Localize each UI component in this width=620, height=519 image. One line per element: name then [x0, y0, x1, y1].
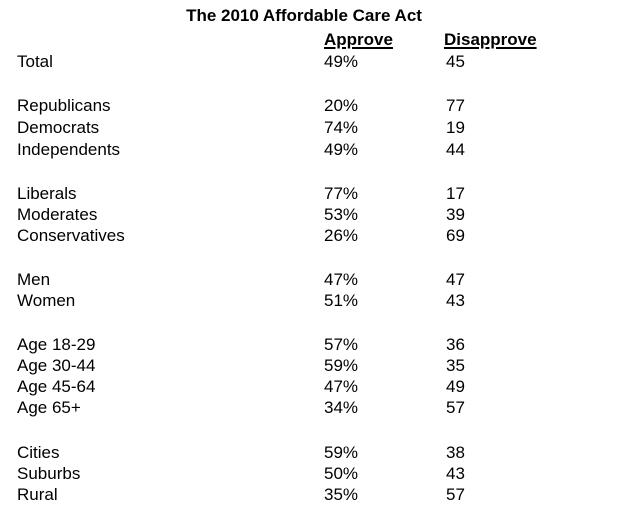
table-row-age-65-plus: Age 65+ 34% 57 [0, 397, 620, 419]
approve-value: 34% [324, 398, 359, 417]
row-label: Republicans [17, 96, 111, 115]
row-label: Suburbs [17, 464, 81, 483]
table-row-rural: Rural 35% 57 [0, 484, 620, 506]
approve-value: 20% [324, 96, 359, 115]
approve-value: 51% [324, 291, 359, 310]
table-row-liberals: Liberals 77% 17 [0, 183, 620, 205]
row-label: Age 18-29 [17, 335, 96, 354]
approve-value: 47% [324, 270, 359, 289]
disapprove-value: 38 [446, 443, 465, 462]
table-title-text: The 2010 Affordable Care Act [186, 6, 422, 25]
disapprove-value: 39 [446, 205, 465, 224]
column-header-disapprove: Disapprove [444, 30, 537, 49]
approve-value: 77% [324, 184, 359, 203]
table-row-republicans: Republicans 20% 77 [0, 95, 620, 117]
table-row-independents: Independents 49% 44 [0, 139, 620, 161]
approve-value: 74% [324, 118, 359, 137]
table-row-democrats: Democrats 74% 19 [0, 117, 620, 139]
approve-value: 50% [324, 464, 359, 483]
row-label: Age 45-64 [17, 377, 96, 396]
table-title: The 2010 Affordable Care Act [0, 6, 620, 26]
row-label: Rural [17, 485, 58, 504]
table-row-total: Total 49% 45 [0, 51, 620, 73]
approve-value: 53% [324, 205, 359, 224]
table-row-age-18-29: Age 18-29 57% 36 [0, 334, 620, 356]
approve-value: 49% [324, 52, 359, 71]
disapprove-value: 44 [446, 140, 465, 159]
disapprove-value: 49 [446, 377, 465, 396]
row-label: Democrats [17, 118, 100, 137]
column-header-approve: Approve [324, 30, 393, 49]
table-row-age-45-64: Age 45-64 47% 49 [0, 376, 620, 398]
disapprove-value: 17 [446, 184, 465, 203]
disapprove-value: 43 [446, 464, 465, 483]
approve-value: 57% [324, 335, 359, 354]
table-row-suburbs: Suburbs 50% 43 [0, 463, 620, 485]
disapprove-value: 57 [446, 485, 465, 504]
row-label: Total [17, 52, 53, 71]
row-label: Independents [17, 140, 121, 159]
row-label: Age 65+ [17, 398, 81, 417]
disapprove-value: 57 [446, 398, 465, 417]
row-label: Men [17, 270, 51, 289]
disapprove-value: 43 [446, 291, 465, 310]
row-label: Liberals [17, 184, 77, 203]
table-row-moderates: Moderates 53% 39 [0, 204, 620, 226]
approve-value: 47% [324, 377, 359, 396]
disapprove-value: 19 [446, 118, 465, 137]
row-label: Women [17, 291, 76, 310]
approve-value: 35% [324, 485, 359, 504]
row-label: Conservatives [17, 226, 125, 245]
approve-value: 49% [324, 140, 359, 159]
row-label: Moderates [17, 205, 98, 224]
disapprove-value: 45 [446, 52, 465, 71]
disapprove-value: 77 [446, 96, 465, 115]
approve-value: 59% [324, 443, 359, 462]
approve-value: 26% [324, 226, 359, 245]
approve-value: 59% [324, 356, 359, 375]
disapprove-value: 36 [446, 335, 465, 354]
disapprove-value: 35 [446, 356, 465, 375]
row-label: Age 30-44 [17, 356, 96, 375]
disapprove-value: 69 [446, 226, 465, 245]
table-row-conservatives: Conservatives 26% 69 [0, 225, 620, 247]
disapprove-value: 47 [446, 270, 465, 289]
table-row-cities: Cities 59% 38 [0, 442, 620, 464]
row-label: Cities [17, 443, 60, 462]
table-row-women: Women 51% 43 [0, 290, 620, 312]
table-row-age-30-44: Age 30-44 59% 35 [0, 355, 620, 377]
table-row-men: Men 47% 47 [0, 269, 620, 291]
